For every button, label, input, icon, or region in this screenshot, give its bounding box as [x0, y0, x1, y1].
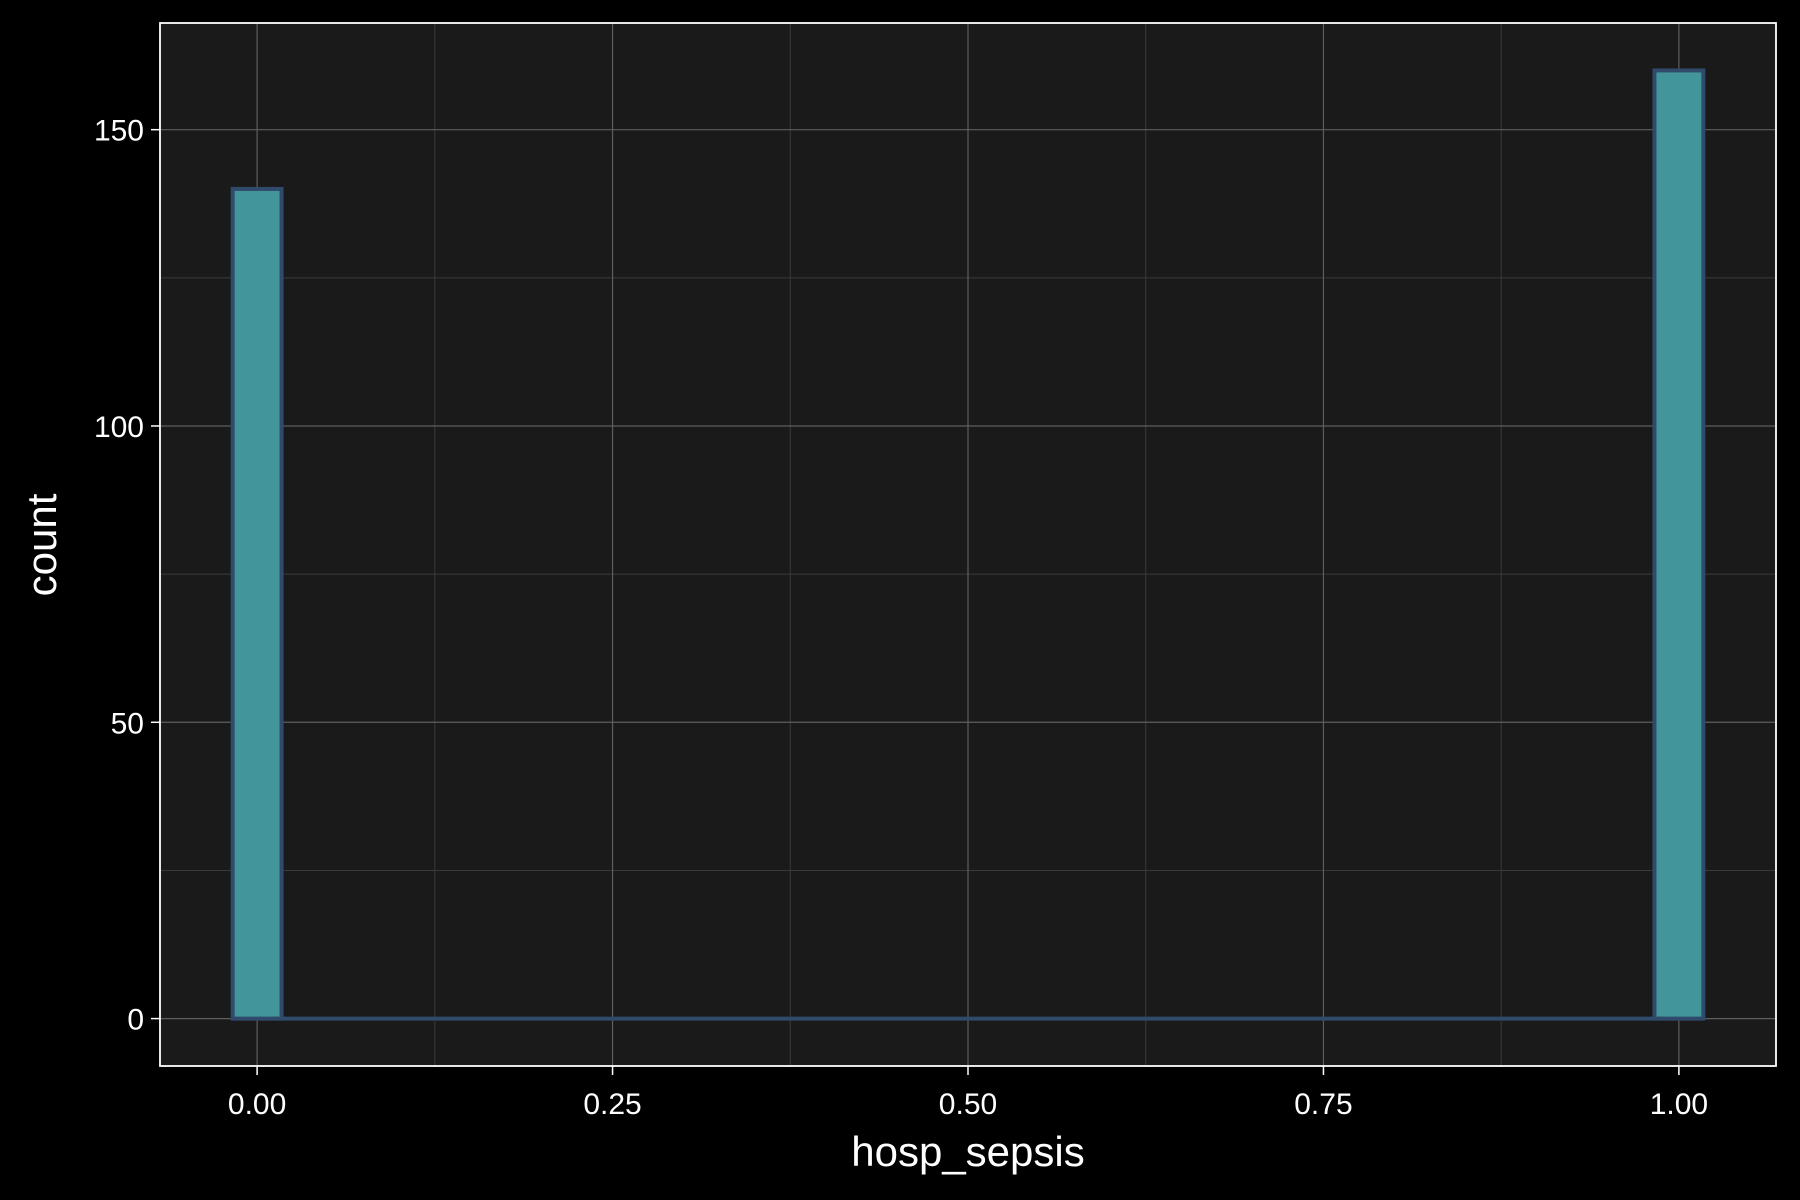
x-tick-label: 0.75	[1294, 1088, 1352, 1121]
histogram-bars	[230, 68, 1706, 1021]
y-axis: 0 50 100 150	[94, 115, 160, 1037]
y-axis-title: count	[18, 493, 65, 596]
histogram-bar	[1652, 68, 1706, 1021]
y-tick-label: 50	[111, 707, 144, 740]
y-tick-label: 150	[94, 115, 144, 148]
y-tick-label: 100	[94, 411, 144, 444]
x-axis: 0.00 0.25 0.50 0.75 1.00	[228, 1066, 1708, 1121]
x-tick-label: 0.25	[583, 1088, 641, 1121]
y-tick-label: 0	[127, 1004, 144, 1037]
x-tick-label: 0.50	[939, 1088, 997, 1121]
histogram-bar	[230, 186, 284, 1021]
x-tick-label: 0.00	[228, 1088, 286, 1121]
x-tick-label: 1.00	[1650, 1088, 1708, 1121]
panel-border	[159, 22, 1777, 1067]
x-axis-title: hosp_sepsis	[851, 1128, 1084, 1175]
